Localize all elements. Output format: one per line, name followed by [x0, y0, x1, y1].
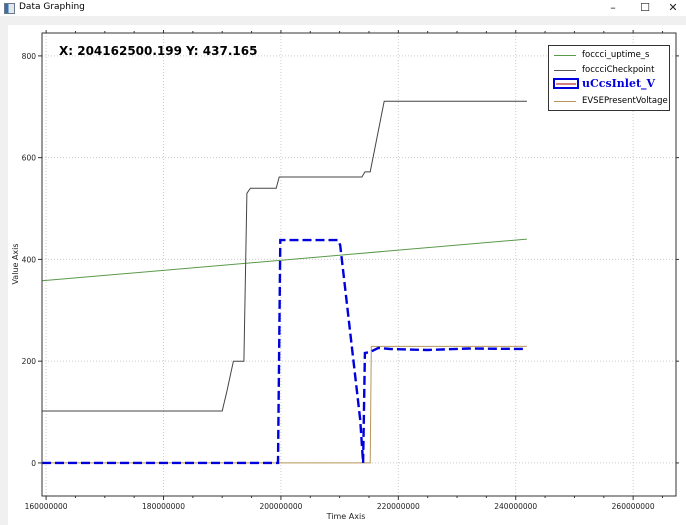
x-tick-label: 220000000 — [377, 502, 420, 511]
legend: foccci_uptime_s foccciCheckpoint uCcsInl… — [548, 45, 670, 111]
legend-item-uptime[interactable]: foccci_uptime_s — [549, 48, 669, 62]
window-title: Data Graphing — [19, 2, 85, 12]
legend-label: uCcsInlet_V — [582, 77, 656, 90]
y-tick-label: 200 — [22, 357, 37, 366]
x-tick-label: 180000000 — [142, 502, 185, 511]
legend-swatch — [554, 70, 576, 71]
legend-item-checkpoint[interactable]: foccciCheckpoint — [549, 63, 669, 77]
legend-swatch — [554, 101, 576, 102]
legend-label: foccci_uptime_s — [582, 50, 650, 60]
legend-item-ucsinlet[interactable]: uCcsInlet_V — [549, 77, 669, 91]
legend-label: foccciCheckpoint — [582, 65, 655, 75]
y-axis-label: Value Axis — [11, 243, 20, 284]
series-foccciCheckpoint — [42, 100, 527, 412]
maximize-button[interactable]: ☐ — [640, 1, 650, 14]
x-tick-label: 240000000 — [494, 502, 537, 511]
close-button[interactable]: ✕ — [668, 1, 678, 14]
legend-swatch — [553, 78, 579, 89]
plot-frame — [41, 32, 677, 497]
legend-swatch — [554, 55, 576, 56]
series-uCcsInlet_V — [42, 238, 527, 465]
y-tick-label: 800 — [22, 52, 37, 61]
y-tick-label: 400 — [22, 255, 37, 264]
x-tick-label: 160000000 — [25, 502, 68, 511]
title-bar: Data Graphing – ☐ ✕ — [0, 0, 686, 16]
minimize-button[interactable]: – — [610, 1, 616, 14]
legend-item-evse[interactable]: EVSEPresentVoltage — [549, 94, 669, 108]
cursor-readout: X: 204162500.199 Y: 437.165 — [59, 44, 258, 58]
y-tick-label: 600 — [22, 154, 37, 163]
legend-label: EVSEPresentVoltage — [582, 96, 668, 106]
y-tick-label: 0 — [31, 459, 36, 468]
x-axis-label: Time Axis — [326, 512, 366, 521]
series-foccci_uptime_s — [41, 238, 527, 282]
app-icon — [4, 3, 15, 14]
x-tick-label: 200000000 — [259, 502, 302, 511]
x-tick-label: 260000000 — [612, 502, 655, 511]
series-EVSEPresentVoltage — [42, 345, 527, 464]
